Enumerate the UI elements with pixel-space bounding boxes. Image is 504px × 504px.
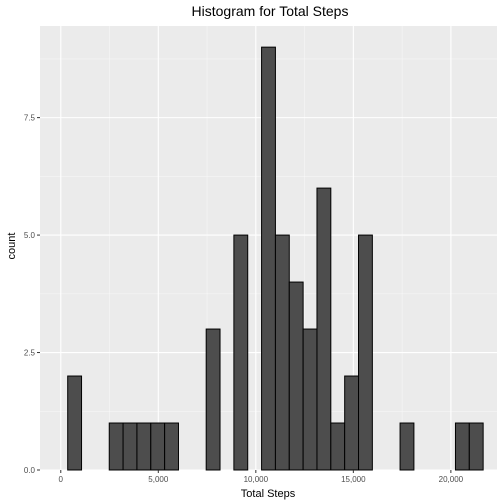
- y-tick-label: 2.5: [24, 349, 36, 358]
- histogram-bar: [399, 422, 415, 471]
- histogram-bar: [233, 234, 249, 471]
- x-axis-title: Total Steps: [241, 488, 296, 500]
- histogram-bar: [274, 234, 290, 471]
- histogram-bar: [205, 328, 221, 471]
- chart-title: Histogram for Total Steps: [192, 3, 349, 19]
- x-tick-label: 20,000: [439, 475, 464, 484]
- histogram-bar: [261, 46, 276, 471]
- histogram-bars: [67, 46, 484, 471]
- histogram-bar: [302, 328, 318, 471]
- histogram-bar: [288, 281, 304, 471]
- histogram-bar: [344, 375, 360, 471]
- y-tick-label: 5.0: [24, 231, 36, 240]
- histogram-bar: [67, 375, 83, 471]
- y-axis: 0.0 2.5 5.0 7.5: [24, 114, 40, 475]
- histogram-bar: [108, 422, 124, 471]
- x-tick-label: 10,000: [244, 475, 269, 484]
- x-tick-label: 5,000: [148, 475, 169, 484]
- x-tick-label: 15,000: [341, 475, 366, 484]
- histogram-bar: [468, 422, 484, 471]
- histogram-bar: [164, 422, 179, 471]
- histogram-bar: [454, 422, 470, 471]
- histogram-bar: [150, 422, 166, 471]
- histogram-bar: [136, 422, 152, 471]
- histogram-bar: [358, 234, 373, 471]
- y-axis-title: count: [6, 233, 18, 260]
- x-axis: 0 5,000 10,000 15,000 20,000: [59, 470, 464, 484]
- histogram-bar: [122, 422, 138, 471]
- y-tick-label: 0.0: [24, 466, 36, 475]
- x-tick-label: 0: [59, 475, 64, 484]
- histogram-bar: [330, 422, 346, 471]
- histogram-bar: [316, 187, 332, 471]
- y-tick-label: 7.5: [24, 114, 36, 123]
